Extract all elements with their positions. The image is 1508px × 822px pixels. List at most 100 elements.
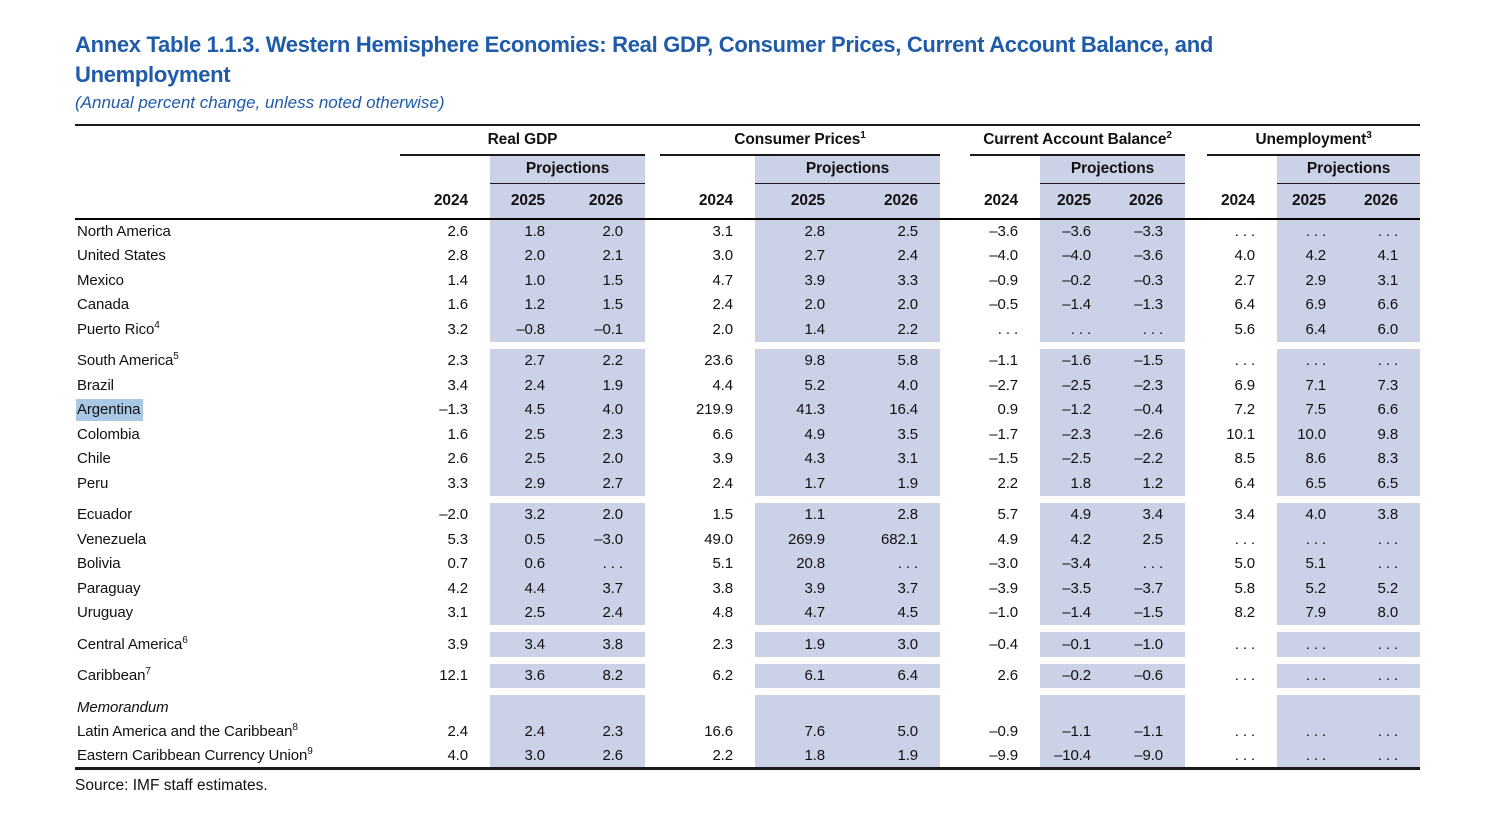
cell-value: . . .: [1377, 747, 1399, 764]
cell-value: . . .: [1234, 747, 1256, 764]
cell-value: 7.9: [1305, 604, 1327, 622]
cell-value: . . .: [1377, 555, 1399, 573]
cell-value: [660, 695, 755, 720]
cell-value: 3.2: [524, 506, 545, 524]
row-label-text: United States: [77, 247, 166, 265]
cell-value: 2.6: [997, 667, 1019, 685]
year-header: 2025: [1040, 183, 1114, 220]
section-spacer: [75, 657, 1420, 664]
cell-value: [847, 695, 940, 720]
cell-value: –3.0: [989, 555, 1019, 573]
cell-value: –3.5: [1062, 579, 1092, 597]
cell-value: 3.4: [1234, 506, 1256, 524]
cell-value: –0.1: [594, 320, 623, 338]
cell-value: 4.0: [897, 376, 919, 394]
cell-value: 8.5: [1234, 450, 1256, 468]
cell-value: 4.0: [447, 747, 468, 764]
column-group-title: Unemployment3: [1207, 125, 1421, 156]
cell-value: 20.8: [796, 555, 825, 573]
cell-value: –2.7: [989, 376, 1019, 394]
cell-value: 1.5: [602, 271, 623, 289]
row-label: Eastern Caribbean Currency Union9: [75, 744, 400, 769]
cell-value: –1.4: [1062, 604, 1092, 622]
row-label-text: Brazil: [77, 376, 114, 394]
cell-value: 4.2: [1070, 530, 1092, 548]
cell-value: –2.6: [1134, 425, 1164, 443]
cell-value: 3.2: [447, 320, 468, 338]
year-header: 2025: [1277, 183, 1349, 220]
table-row: Brazil 3.4 2.4 1.9 4.4 5.2 4.0 –2.7 –2.5 –2.3 6.9 7…: [75, 373, 1420, 398]
cell-value: 2.5: [524, 604, 545, 622]
year-header: 2026: [847, 183, 941, 220]
cell-value: 5.6: [1234, 320, 1256, 338]
cell-value: . . .: [1234, 530, 1256, 548]
cell-value: 6.6: [1377, 401, 1399, 419]
row-label: Colombia: [75, 422, 400, 447]
cell-value: 2.7: [1234, 271, 1256, 289]
cell-value: –2.2: [1134, 450, 1164, 468]
cell-value: –0.1: [1062, 635, 1092, 653]
cell-value: 41.3: [796, 401, 825, 419]
section-spacer: [75, 342, 1420, 349]
cell-value: 3.5: [897, 425, 919, 443]
cell-value: . . .: [1305, 223, 1327, 241]
cell-value: 1.5: [712, 506, 733, 524]
cell-value: –1.1: [1062, 723, 1092, 741]
cell-value: 1.4: [804, 320, 825, 338]
cell-value: –3.3: [1134, 223, 1164, 241]
cell-value: 8.6: [1305, 450, 1327, 468]
cell-value: 8.3: [1377, 450, 1399, 468]
projections-label: Projections: [490, 155, 645, 184]
table-row: Bolivia 0.7 0.6 . . . 5.1 20.8 . . . –3.0 –3.4 . …: [75, 552, 1420, 577]
year-header: 2025: [755, 183, 847, 220]
cell-value: 1.7: [804, 474, 825, 492]
cell-value: . . .: [1305, 530, 1327, 548]
row-label-text: Memorandum: [77, 698, 169, 716]
cell-value: –3.6: [1062, 223, 1092, 241]
cell-value: –2.3: [1134, 376, 1164, 394]
header-row-groups: Real GDP Consumer Prices1 Current Account …: [75, 125, 1421, 156]
cell-value: [755, 695, 847, 720]
cell-value: –1.5: [989, 450, 1019, 468]
cell-value: –1.3: [439, 401, 468, 419]
cell-value: 3.6: [524, 667, 545, 685]
cell-value: . . .: [1142, 555, 1164, 573]
cell-value: 6.9: [1234, 376, 1256, 394]
cell-value: 2.3: [602, 723, 623, 741]
row-label-text: Caribbean: [77, 667, 146, 685]
cell-value: 3.4: [447, 376, 468, 394]
table-row: Paraguay 4.2 4.4 3.7 3.8 3.9 3.7 –3.9 –3.5 –3.7 5.…: [75, 576, 1420, 601]
row-label: Latin America and the Caribbean8: [75, 720, 400, 745]
cell-value: –2.0: [439, 506, 468, 524]
cell-value: . . .: [1305, 635, 1327, 653]
cell-value: 3.8: [1377, 506, 1399, 524]
cell-value: . . .: [1377, 223, 1399, 241]
cell-value: 7.5: [1305, 401, 1327, 419]
cell-value: –2.3: [1062, 425, 1092, 443]
footnote-marker: 9: [307, 746, 313, 757]
cell-value: 6.6: [1377, 296, 1399, 314]
year-header: 2024: [400, 183, 490, 220]
cell-value: 2.0: [804, 296, 825, 314]
text-selection-highlight: Argentina: [76, 399, 144, 422]
table-row: Venezuela 5.3 0.5 –3.0 49.0 269.9 682.1 4.9 4.2 2…: [75, 527, 1420, 552]
cell-value: 5.3: [447, 530, 468, 548]
cell-value: 1.4: [447, 271, 468, 289]
cell-value: 2.0: [712, 320, 733, 338]
cell-value: 9.8: [804, 352, 825, 370]
cell-value: 16.4: [889, 401, 919, 419]
cell-value: –0.8: [516, 320, 545, 338]
cell-value: 4.7: [712, 271, 733, 289]
cell-value: 1.5: [602, 296, 623, 314]
cell-value: 5.8: [897, 352, 919, 370]
cell-value: 49.0: [704, 530, 733, 548]
cell-value: –0.5: [989, 296, 1019, 314]
cell-value: 5.2: [1305, 579, 1327, 597]
cell-value: 682.1: [880, 530, 919, 548]
projections-label: Projections: [1277, 155, 1421, 184]
page-subtitle: (Annual percent change, unless noted oth…: [75, 93, 445, 112]
table-row: South America5 2.3 2.7 2.2 23.6 9.8 5.8 –1.1 –1.…: [75, 349, 1420, 374]
row-label: Peru: [75, 471, 400, 496]
row-label-text: Latin America and the Caribbean: [77, 723, 293, 741]
cell-value: 2.2: [712, 747, 733, 764]
